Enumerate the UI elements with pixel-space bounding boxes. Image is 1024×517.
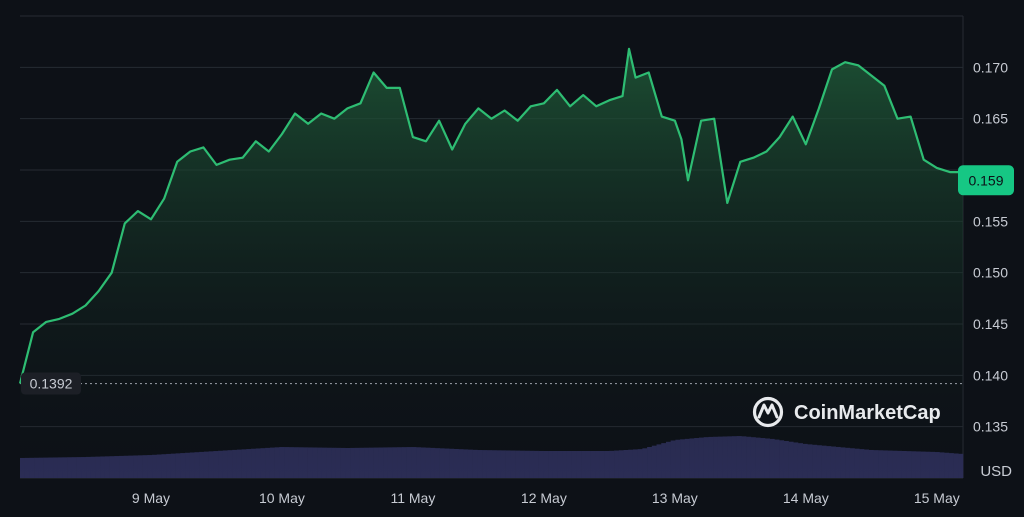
x-tick-label: 9 May — [132, 490, 170, 506]
brand-watermark: CoinMarketCap — [752, 396, 941, 428]
currency-unit-label: USD — [980, 463, 1012, 480]
y-tick-label: 0.150 — [973, 265, 1008, 281]
y-tick-label: 0.140 — [973, 367, 1008, 383]
y-tick-label: 0.135 — [973, 419, 1008, 435]
x-tick-label: 15 May — [914, 490, 960, 506]
y-tick-label: 0.165 — [973, 111, 1008, 127]
price-line-layer[interactable] — [18, 47, 963, 384]
y-tick-label: 0.145 — [973, 316, 1008, 332]
x-tick-label: 13 May — [652, 490, 698, 506]
open-price-label: 0.1392 — [30, 376, 73, 392]
y-tick-label: 0.170 — [973, 59, 1008, 75]
price-area-fill — [20, 48, 963, 479]
price-series-line[interactable] — [18, 47, 963, 384]
price-area — [20, 48, 963, 479]
current-price-badge: 0.159 — [958, 165, 1014, 196]
y-axis: 0.135 0.140 0.145 0.150 0.155 0.165 0.170 — [973, 59, 1008, 434]
brand-name: CoinMarketCap — [794, 402, 941, 424]
open-price-badge: 0.1392 — [21, 372, 81, 395]
y-tick-label: 0.155 — [973, 213, 1008, 229]
x-axis: 9 May 10 May 11 May 12 May 13 May 14 May 15 Ma… — [132, 490, 960, 506]
x-tick-label: 14 May — [783, 490, 829, 506]
x-tick-label: 12 May — [521, 490, 567, 506]
coinmarketcap-logo-icon — [752, 396, 784, 428]
current-price-label: 0.159 — [968, 172, 1003, 188]
x-tick-label: 10 May — [259, 490, 305, 506]
x-tick-label: 11 May — [390, 490, 435, 506]
